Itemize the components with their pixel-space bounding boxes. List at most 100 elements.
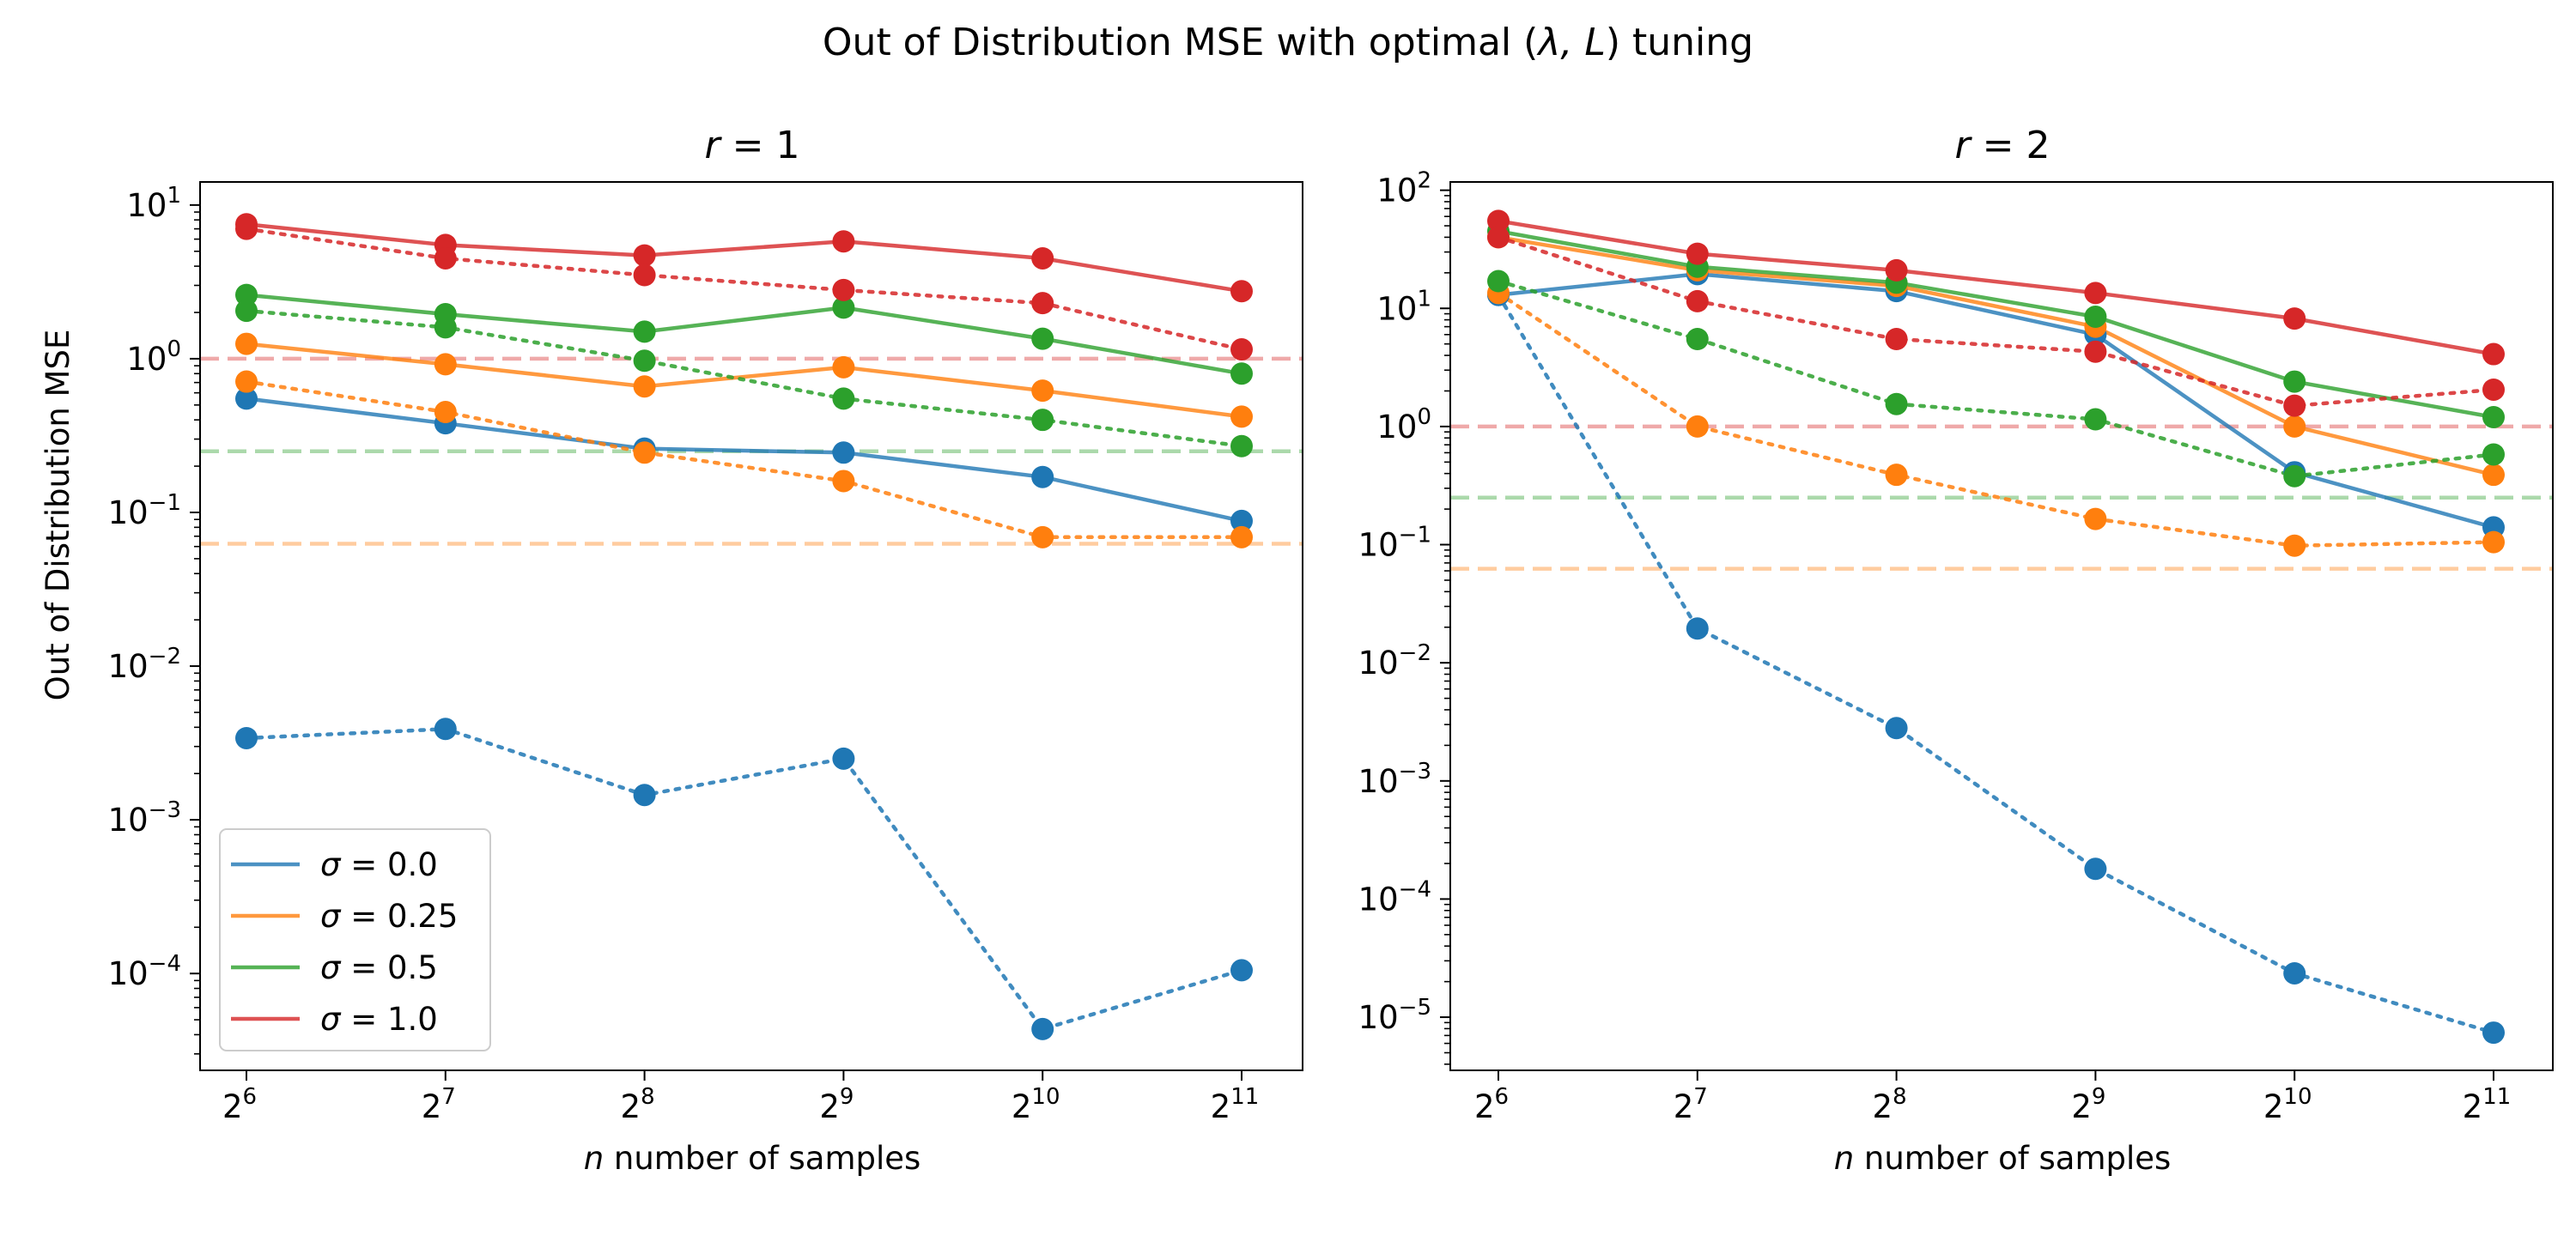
y-tick-label: 101 <box>1376 286 1431 327</box>
x-axis-label-left: n number of samples <box>584 1140 921 1177</box>
data-point-sigma-0.0-dotted <box>2084 857 2107 881</box>
data-point-sigma-1.0-solid <box>1487 209 1510 233</box>
data-point-sigma-0.0-dotted <box>1230 959 1253 982</box>
x-tick-label: 28 <box>621 1084 655 1125</box>
data-point-sigma-0.5-solid <box>832 296 855 319</box>
legend: σ = 0.0 σ = 0.25 σ = 0.5 σ = 1.0 <box>219 828 491 1051</box>
data-point-sigma-1.0-dotted <box>2283 394 2306 417</box>
y-axis-label: Out of Distribution MSE <box>39 330 76 701</box>
series-line-sigma-0.25-dotted <box>1496 291 2496 548</box>
data-point-sigma-1.0-solid <box>1885 258 1908 282</box>
series-line-sigma-1.0-dotted <box>1496 235 2496 408</box>
series-line-sigma-0.0-solid <box>1498 272 2494 530</box>
data-point-sigma-1.0-solid <box>2482 342 2505 366</box>
x-axis-label-text: number of samples <box>1854 1140 2171 1177</box>
y-tick-label: 10−2 <box>108 644 181 685</box>
panel-title-var: r <box>1955 124 1973 167</box>
figure-title: Out of Distribution MSE with optimal (λ,… <box>823 21 1753 64</box>
data-point-sigma-1.0-solid <box>1031 246 1054 270</box>
data-point-sigma-1.0-dotted <box>235 217 258 240</box>
y-tick-label: 10−2 <box>1358 640 1431 682</box>
data-point-sigma-1.0-dotted <box>1885 328 1908 351</box>
x-tick-label: 26 <box>222 1084 257 1125</box>
data-point-sigma-0.25-dotted <box>2283 534 2306 557</box>
data-point-sigma-0.5-dotted <box>2084 408 2107 431</box>
data-point-sigma-0.0-dotted <box>1686 617 1709 640</box>
data-point-sigma-0.25-dotted <box>1885 464 1908 487</box>
x-tick-label: 29 <box>819 1084 854 1125</box>
data-point-sigma-0.25-solid <box>1031 379 1054 403</box>
data-point-sigma-0.0-dotted <box>633 784 656 807</box>
x-axis-label-var: n <box>584 1140 604 1177</box>
legend-label: σ = 0.5 <box>320 949 438 986</box>
data-point-sigma-0.5-dotted <box>1487 270 1510 293</box>
data-point-sigma-0.5-dotted <box>1230 434 1253 457</box>
data-point-sigma-0.5-solid <box>633 320 656 343</box>
y-tick-label: 100 <box>126 336 181 378</box>
data-point-sigma-0.25-dotted <box>2482 530 2505 554</box>
data-point-sigma-0.5-dotted <box>832 387 855 410</box>
data-point-sigma-0.5-dotted <box>434 316 457 339</box>
y-tick-label: 102 <box>1376 168 1431 209</box>
series-line-sigma-0.25-solid <box>1498 235 2494 477</box>
series-line-sigma-0.25-solid <box>246 342 1242 419</box>
data-point-sigma-1.0-solid <box>2084 282 2107 305</box>
x-tick-label: 26 <box>1474 1084 1509 1125</box>
figure-title-prefix: Out of Distribution MSE with optimal ( <box>823 21 1538 64</box>
series-line-sigma-0.25-dotted <box>244 379 1244 540</box>
data-point-sigma-0.5-dotted <box>235 300 258 323</box>
y-tick-label: 101 <box>126 183 181 224</box>
data-point-sigma-0.25-dotted <box>235 370 258 393</box>
figure-title-math: λ, L <box>1536 21 1606 64</box>
data-point-sigma-1.0-solid <box>1686 242 1709 265</box>
data-point-sigma-1.0-solid <box>2283 307 2306 330</box>
x-axis-label-var: n <box>1834 1140 1854 1177</box>
series-line-sigma-1.0-solid <box>246 221 1242 294</box>
data-point-sigma-0.0-dotted <box>2283 961 2306 985</box>
panel-title-val: = 2 <box>1971 124 2050 167</box>
series-line-sigma-0.5-dotted <box>1496 279 2496 478</box>
axes-frame <box>1449 181 2554 1071</box>
data-point-sigma-0.25-solid <box>633 375 656 398</box>
data-point-sigma-0.5-dotted <box>1885 392 1908 415</box>
y-tick-label: 10−1 <box>108 490 181 531</box>
panel-title-left: r = 1 <box>705 124 800 167</box>
data-point-sigma-1.0-dotted <box>1686 289 1709 312</box>
series-line-sigma-0.0-solid <box>246 397 1242 524</box>
y-tick-label: 10−5 <box>1358 995 1431 1036</box>
data-point-sigma-1.0-dotted <box>2482 378 2505 401</box>
data-point-sigma-1.0-dotted <box>1487 226 1510 249</box>
series-line-sigma-0.0-dotted <box>1496 293 2496 1035</box>
legend-box <box>219 828 491 1051</box>
data-point-sigma-0.5-solid <box>2283 370 2306 393</box>
data-point-sigma-0.5-dotted <box>1031 409 1054 432</box>
data-point-sigma-1.0-dotted <box>434 246 457 270</box>
y-tick-label: 10−1 <box>1358 523 1431 564</box>
data-point-sigma-0.5-solid <box>2482 406 2505 429</box>
data-point-sigma-1.0-solid <box>832 230 855 253</box>
panel-left: 10−4 10−3 10−2 10−1 100 101 26 27 28 29 210 211 <box>108 181 1303 1125</box>
data-point-sigma-0.5-solid <box>1031 327 1054 350</box>
data-point-sigma-0.0-solid <box>832 441 855 464</box>
data-point-sigma-0.0-dotted <box>1885 717 1908 740</box>
data-point-sigma-0.25-dotted <box>1686 415 1709 438</box>
panel-title-right: r = 2 <box>1955 124 2050 167</box>
x-tick-label: 27 <box>422 1084 456 1125</box>
y-tick-label: 10−4 <box>1358 876 1431 918</box>
y-tick-label: 100 <box>1376 404 1431 445</box>
data-point-sigma-1.0-solid <box>633 244 656 267</box>
data-point-sigma-0.0-dotted <box>832 747 855 770</box>
data-point-sigma-0.25-solid <box>1230 405 1253 428</box>
series-line-sigma-0.0-dotted <box>244 727 1244 1032</box>
series-line-sigma-0.5-solid <box>1498 229 2494 420</box>
figure-title-suffix: ) tuning <box>1606 21 1753 64</box>
legend-label: σ = 0.0 <box>320 846 438 883</box>
data-point-sigma-0.5-dotted <box>633 349 656 373</box>
data-point-sigma-0.25-solid <box>235 332 258 355</box>
data-point-sigma-0.5-solid <box>1230 362 1253 385</box>
x-tick-label: 211 <box>1211 1084 1260 1125</box>
data-point-sigma-0.25-dotted <box>1031 525 1054 548</box>
data-point-sigma-1.0-dotted <box>1230 338 1253 361</box>
panel-title-var: r <box>705 124 723 167</box>
